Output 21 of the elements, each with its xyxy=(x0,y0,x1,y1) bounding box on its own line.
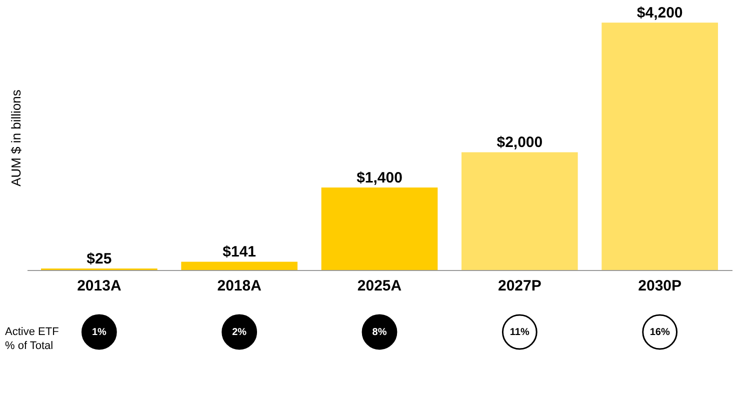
text: Active ETF % of Total xyxy=(5,326,60,352)
bar xyxy=(602,22,718,270)
data-label: $141 xyxy=(222,244,256,261)
x-tick-label: 2030P xyxy=(638,278,682,294)
text: 8% xyxy=(372,327,387,338)
y-axis-title: AUM $ in billions xyxy=(8,89,24,186)
bar xyxy=(181,262,298,270)
bar xyxy=(461,152,578,270)
x-tick-label: 2025A xyxy=(357,278,402,294)
data-label: $25 xyxy=(86,250,112,268)
x-tick-label: 2027P xyxy=(498,278,542,294)
data-label: $1,400 xyxy=(356,170,402,187)
text: 16% xyxy=(650,327,670,338)
bar xyxy=(321,188,438,270)
text: 11% xyxy=(510,327,530,338)
data-label: $2,000 xyxy=(496,134,543,152)
data-label: $4,200 xyxy=(636,4,683,22)
text: 2% xyxy=(232,327,247,338)
x-tick-label: 2013A xyxy=(77,278,122,294)
x-tick-label: 2018A xyxy=(217,278,262,294)
text: 1% xyxy=(92,327,107,338)
